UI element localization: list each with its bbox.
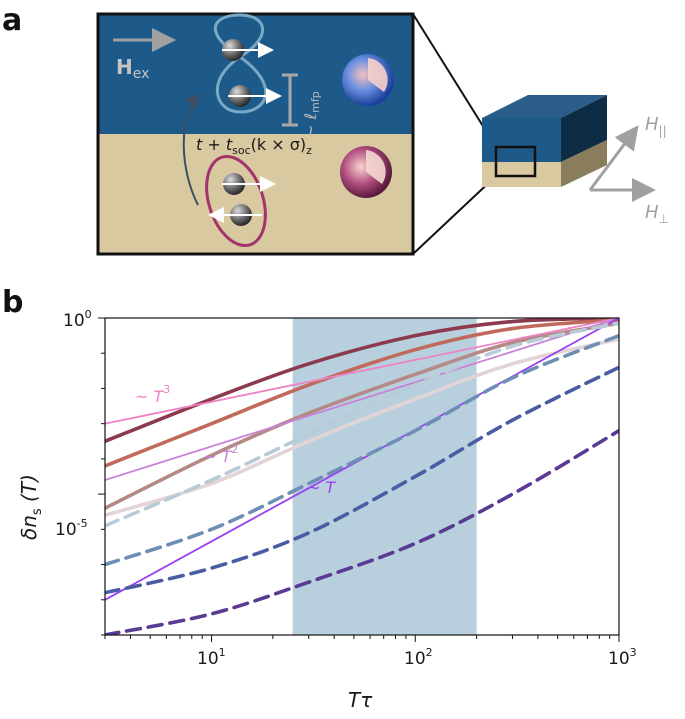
fermi-sphere-top (342, 54, 394, 106)
series-line-4 (105, 337, 619, 518)
ytick-label-top: 100 (63, 308, 92, 331)
fermi-sphere-bottom (340, 146, 392, 198)
panel-letter-a: a (2, 3, 22, 38)
y-ticks (98, 317, 105, 636)
panel-a: a Hex ~ ℓmfp (2, 3, 669, 256)
ytick-label-mid: 10-5 (55, 517, 88, 540)
series-line-6 (105, 318, 619, 481)
plot-frame (104, 317, 620, 636)
xtick-label-1: 101 (197, 646, 226, 669)
series-line-5 (105, 318, 619, 425)
mfp-label: ~ ℓmfp (301, 91, 322, 138)
series-line-3 (105, 321, 619, 510)
x-axis-label: Tτ (348, 688, 373, 712)
annotation-t1: ~ T (307, 478, 336, 497)
h-perp-label: H⊥ (645, 202, 669, 226)
field-label: Hex (116, 55, 149, 82)
plot-area (105, 318, 619, 635)
series-line-2 (105, 318, 619, 468)
inset-frame (96, 12, 415, 256)
mfp-scale-bar (282, 73, 298, 127)
series-line-9 (105, 333, 619, 567)
xtick-label-3: 103 (608, 646, 637, 669)
panel-b: b 101 102 103 100 10-5 δns (T) Tτ ~ T3 ~… (2, 285, 637, 712)
series-line-8 (105, 321, 619, 528)
series-line-11 (105, 428, 619, 635)
annotation-t2: ~ T2 (203, 443, 238, 466)
device-block (482, 95, 607, 187)
zoom-line-bottom (412, 175, 497, 255)
annotation-t3: ~ T3 (135, 383, 170, 406)
h-par-label: H|| (645, 114, 667, 138)
hop-label: t + tsoc(k × σ)z (196, 135, 312, 157)
h-par-arrow (588, 125, 639, 191)
series-line-10 (105, 365, 619, 595)
xtick-label-2: 102 (404, 646, 433, 669)
inset-diagram: Hex ~ ℓmfp t + tsoc(k × σ)z (96, 12, 415, 256)
y-axis-label: δns (T) (17, 474, 45, 540)
panel-letter-b: b (2, 285, 23, 320)
tunnel-arrow (182, 93, 201, 206)
x-ticks (104, 635, 620, 642)
